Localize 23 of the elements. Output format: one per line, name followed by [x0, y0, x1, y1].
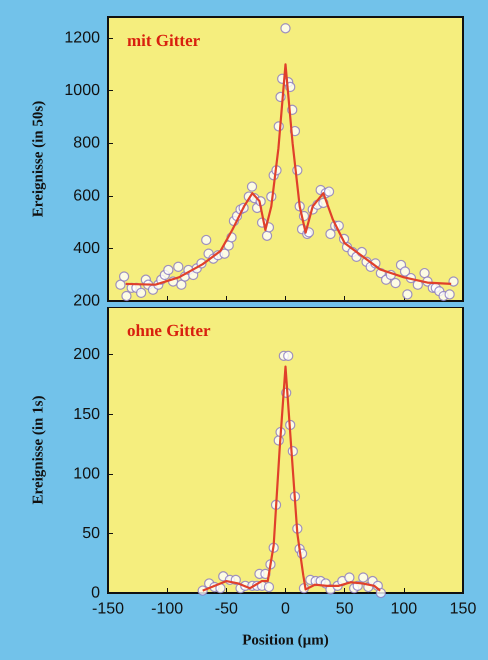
x-tick-label: -50	[214, 600, 238, 618]
y-tick-label: 800	[73, 134, 100, 152]
x-tick-label: -100	[151, 600, 184, 618]
x-tick-label: 0	[281, 600, 290, 618]
y-tick-label: 600	[73, 187, 100, 204]
y-tick-label: 150	[73, 406, 100, 423]
x-tick-label: 150	[450, 600, 476, 618]
y-tick-label: 1000	[64, 82, 100, 100]
y-axis-title: Ereignisse (in 50s)	[30, 100, 46, 218]
y-tick-label: 200	[73, 346, 100, 364]
y-tick-label: 0	[91, 584, 100, 602]
annotation: mit Gitter	[127, 31, 201, 50]
y-tick-label: 400	[73, 240, 100, 257]
y-tick-label: 1200	[64, 30, 100, 47]
annotation: ohne Gitter	[127, 321, 212, 340]
x-tick-label: -150	[92, 600, 124, 618]
x-tick-label: 100	[390, 600, 418, 618]
x-tick-label: 50	[336, 600, 354, 618]
y-tick-label: 50	[82, 524, 100, 542]
x-axis-title: Position (µm)	[242, 632, 329, 648]
y-tick-label: 200	[73, 292, 100, 310]
y-axis-title: Ereignisse (in 1s)	[30, 396, 46, 504]
y-tick-label: 100	[73, 465, 100, 482]
